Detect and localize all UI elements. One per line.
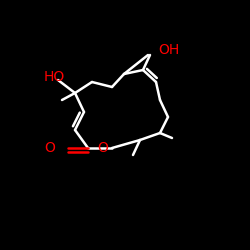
Text: HO: HO (44, 70, 65, 84)
Text: OH: OH (158, 43, 179, 57)
Text: O: O (98, 141, 108, 155)
Text: O: O (44, 141, 56, 155)
